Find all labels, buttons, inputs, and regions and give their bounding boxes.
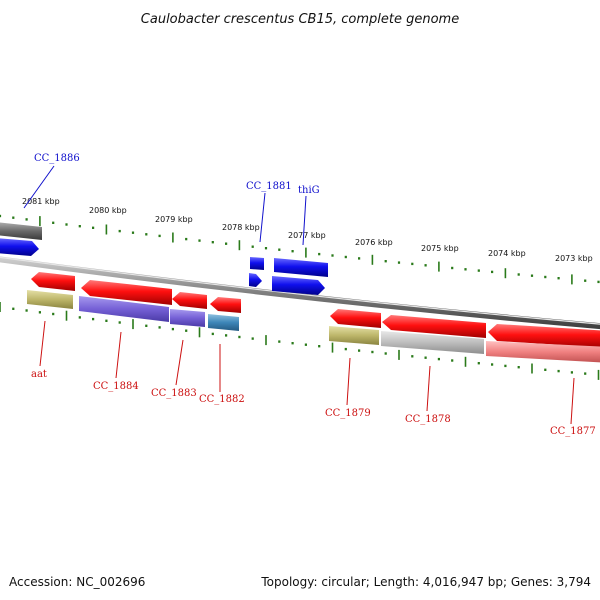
gene-label-cc1879[interactable]: CC_1879 [325, 408, 371, 419]
feature-cc1883[interactable] [170, 309, 205, 327]
gene-cc1877-arrow[interactable] [488, 324, 600, 348]
map-title: Caulobacter crescentus CB15, complete ge… [141, 12, 459, 27]
ruler-label-2075: 2075 kbp [421, 244, 459, 253]
inner-tick-ruler [0, 302, 600, 380]
feature-cc1878[interactable] [381, 331, 484, 354]
ruler-label-2081: 2081 kbp [22, 197, 60, 206]
genome-backbone-highlight [0, 256, 600, 325]
leader-lines [23, 165, 575, 425]
gene-cc1883-arrow[interactable] [172, 292, 207, 309]
ruler-label-2073: 2073 kbp [555, 254, 593, 263]
gene-label-cc1883[interactable]: CC_1883 [151, 388, 197, 399]
position-ruler [0, 214, 600, 285]
feature-aat[interactable] [27, 290, 73, 309]
leader-thig [302, 195, 307, 246]
feature-cc1877[interactable] [486, 341, 600, 363]
ruler-labels: 2081 kbp 2080 kbp 2079 kbp 2078 kbp 2077… [22, 197, 593, 263]
gene-label-cc1882[interactable]: CC_1882 [199, 394, 245, 405]
gene-cc1886-forward-dark[interactable] [0, 222, 42, 240]
gene-label-aat[interactable]: aat [31, 369, 47, 380]
genome-backbone [0, 256, 600, 330]
gene-aat-arrow[interactable] [31, 272, 75, 291]
leader-cc1883 [175, 339, 184, 386]
ruler-label-2076: 2076 kbp [355, 238, 393, 247]
gene-cc1886-arrow[interactable] [0, 238, 39, 256]
gene-label-cc1878[interactable]: CC_1878 [405, 414, 451, 425]
gene-label-cc1886[interactable]: CC_1886 [34, 153, 80, 164]
leader-cc1886 [23, 165, 55, 209]
ruler-label-2077: 2077 kbp [288, 231, 326, 240]
gene-label-cc1884[interactable]: CC_1884 [93, 381, 139, 392]
leader-cc1879 [346, 357, 351, 406]
ruler-label-2074: 2074 kbp [488, 249, 526, 258]
feature-cc1879[interactable] [329, 326, 379, 345]
leader-cc1877 [570, 377, 575, 425]
forward-strand-genes [0, 222, 328, 295]
ruler-label-2078: 2078 kbp [222, 223, 260, 232]
gene-label-thig[interactable]: thiG [298, 185, 320, 196]
gene-cc1881-block[interactable] [250, 257, 264, 270]
genome-summary-text: Topology: circular; Length: 4,016,947 bp… [260, 575, 591, 589]
gene-cc1882-arrow[interactable] [210, 297, 241, 313]
feature-cc1884[interactable] [79, 296, 169, 322]
ruler-label-2080: 2080 kbp [89, 206, 127, 215]
feature-cc1882[interactable] [208, 314, 239, 331]
gene-labels: CC_1886 CC_1881 thiG aat CC_1884 CC_1883… [31, 153, 596, 437]
gene-thig-upper[interactable] [274, 258, 328, 277]
ruler-label-2079: 2079 kbp [155, 215, 193, 224]
gene-cc1884-arrow[interactable] [81, 280, 172, 305]
reverse-strand-genes [27, 272, 600, 363]
leader-cc1884 [115, 331, 122, 379]
leader-cc1878 [426, 365, 431, 412]
leader-cc1881 [259, 192, 266, 243]
gene-cc1878-arrow[interactable] [382, 315, 486, 338]
gene-cc1879-arrow[interactable] [330, 309, 381, 328]
gene-label-cc1877[interactable]: CC_1877 [550, 426, 596, 437]
gene-label-cc1881[interactable]: CC_1881 [246, 181, 292, 192]
gene-thig-arrow[interactable] [272, 276, 325, 295]
leader-aat [39, 320, 46, 367]
accession-text: Accession: NC_002696 [9, 575, 145, 589]
gene-cc1881-arrow[interactable] [249, 273, 262, 287]
